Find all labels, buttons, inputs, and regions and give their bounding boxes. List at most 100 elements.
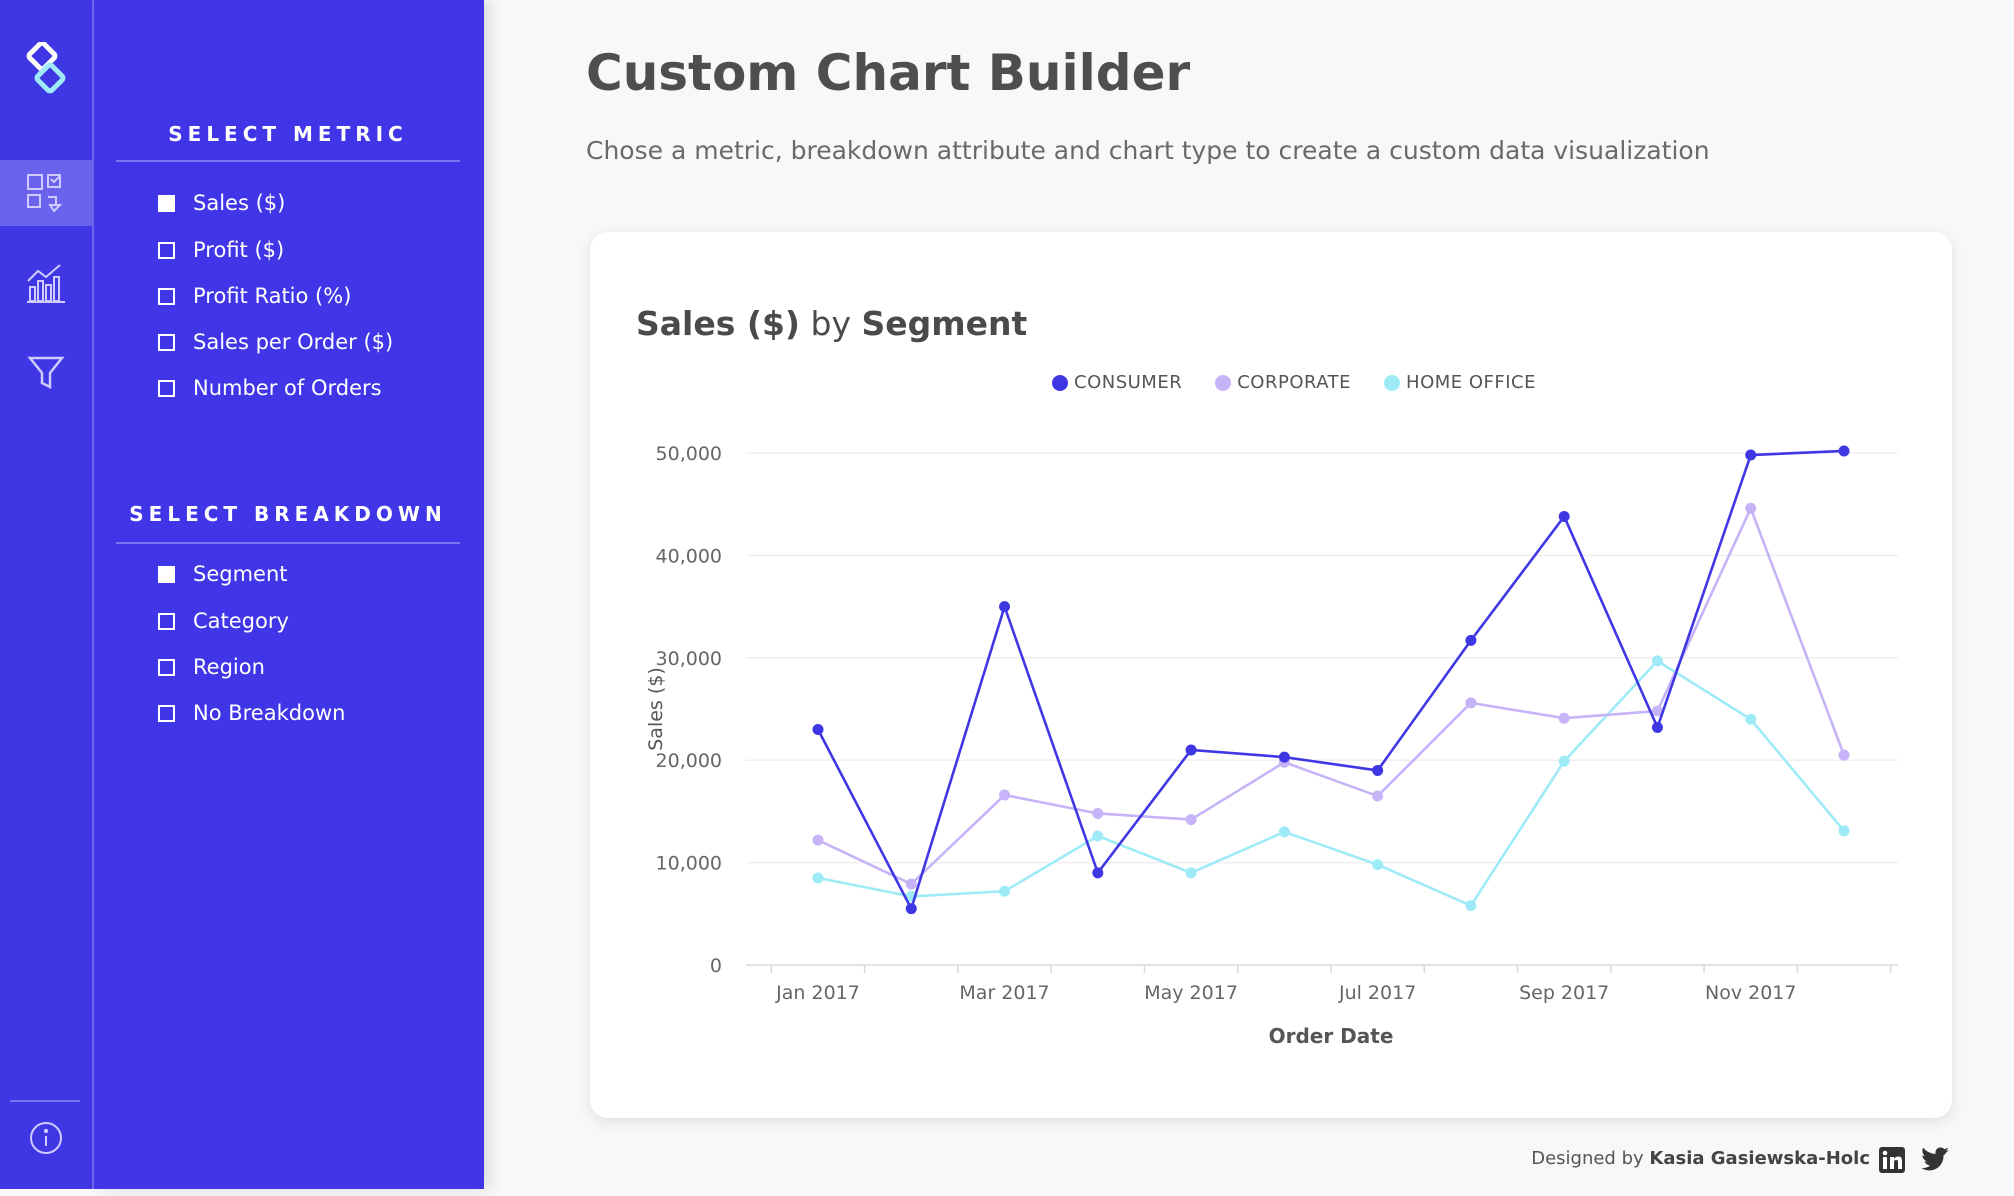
chart-legend: CONSUMER CORPORATE HOME OFFICE [1052,372,1569,393]
breakdown-section-divider [116,542,460,544]
checkbox[interactable] [158,565,175,583]
data-point [1465,900,1477,912]
legend-label: HOME OFFICE [1406,372,1536,393]
y-tick-label: 30,000 [656,648,722,670]
data-point [1838,825,1850,837]
breakdown-option-region[interactable]: Region [158,655,265,679]
data-point [1372,790,1384,802]
breakdown-option-no-breakdown[interactable]: No Breakdown [158,701,345,725]
chart-title-by: by [810,304,851,343]
metric-option-sales-per-order[interactable]: Sales per Order ($) [158,330,393,354]
series-line-corporate [817,504,1846,886]
chart-icon[interactable] [0,250,92,316]
data-point [812,834,824,846]
x-tick-label: Sep 2017 [1519,982,1609,1004]
data-point [1278,826,1290,838]
credit-author: Kasia Gasiewska-Holc [1649,1148,1870,1169]
x-tick-label: Jul 2017 [1338,982,1416,1004]
breakdown-option-segment[interactable]: Segment [158,562,288,586]
data-point [1651,705,1663,717]
checkbox[interactable] [158,194,175,212]
data-point [1745,713,1757,725]
data-point [999,789,1011,801]
twitter-icon[interactable] [1918,1146,1950,1174]
rail-divider [10,1100,80,1102]
option-label: No Breakdown [193,701,346,725]
chart-title: Sales ($) by Segment [636,304,1027,343]
breakdown-option-category[interactable]: Category [158,609,289,633]
data-point [1465,697,1477,709]
linkedin-icon[interactable] [1878,1146,1906,1174]
data-point [1092,867,1104,879]
checkbox[interactable] [158,704,175,722]
data-point [1185,744,1197,756]
chart-title-breakdown: Segment [861,304,1028,343]
y-tick-label: 10,000 [656,853,722,875]
data-point [1558,755,1570,767]
data-point [812,872,824,884]
data-point [1092,807,1104,819]
checkbox[interactable] [158,379,175,397]
legend-item-consumer[interactable]: CONSUMER [1052,372,1182,393]
metric-option-profit[interactable]: Profit ($) [158,238,284,262]
page-title: Custom Chart Builder [586,44,1191,102]
option-label: Profit ($) [193,238,285,262]
legend-dot [1215,374,1232,391]
option-label: Number of Orders [193,376,382,400]
legend-label: CONSUMER [1074,372,1183,393]
data-point [1185,814,1197,826]
designer-credit: Designed by Kasia Gasiewska-Holc [1531,1148,1870,1169]
option-label: Segment [193,562,288,586]
data-point [1558,712,1570,724]
info-icon[interactable] [0,1112,92,1164]
filter-icon[interactable] [0,340,92,406]
page-subtitle: Chose a metric, breakdown attribute and … [586,136,1710,165]
data-point [1185,867,1197,879]
data-point [1092,830,1104,842]
series-line-consumer [816,449,1845,913]
option-label: Sales ($) [193,191,286,215]
metric-option-number-of-orders[interactable]: Number of Orders [158,376,382,400]
x-tick-label: May 2017 [1144,982,1238,1004]
data-point [1278,751,1290,763]
chart-card: Sales ($) by Segment CONSUMER CORPORATE … [590,232,1952,1118]
data-point [1838,445,1850,457]
data-point [1838,749,1850,761]
data-point [999,601,1011,613]
y-tick-label: 0 [710,955,722,977]
credit-prefix: Designed by [1531,1148,1644,1169]
y-tick-label: 20,000 [656,750,722,772]
checkbox[interactable] [158,658,175,676]
options-panel: SELECT METRIC Sales ($) Profit ($) Profi… [94,0,484,1189]
data-point [1651,721,1663,733]
checkbox[interactable] [158,241,175,259]
data-point [812,723,824,735]
x-tick-label: Jan 2017 [775,982,860,1004]
x-tick-label: Mar 2017 [959,982,1049,1004]
data-point [905,878,917,890]
data-point [1372,859,1384,871]
data-point [1651,655,1663,667]
checkbox[interactable] [158,333,175,351]
builder-icon[interactable] [0,160,92,226]
checkbox[interactable] [158,287,175,305]
option-label: Profit Ratio (%) [193,284,352,308]
option-label: Category [193,609,289,633]
legend-dot [1052,374,1068,391]
chart-title-metric: Sales ($) [636,304,800,343]
checkbox[interactable] [158,612,175,630]
legend-item-home-office[interactable]: HOME OFFICE [1384,372,1536,393]
data-point [1558,510,1570,522]
legend-dot [1384,374,1401,391]
metric-section-title: SELECT METRIC [168,122,408,146]
metric-section-divider [116,160,460,162]
series-line-home-office [817,659,1845,908]
metric-option-profit-ratio[interactable]: Profit Ratio (%) [158,284,351,308]
icon-rail [0,0,92,1189]
legend-item-corporate[interactable]: CORPORATE [1215,372,1351,393]
option-label: Region [193,655,265,679]
y-tick-label: 40,000 [656,545,722,567]
x-axis-title: Order Date [1269,1024,1394,1048]
metric-option-sales[interactable]: Sales ($) [158,191,285,215]
legend-label: CORPORATE [1237,372,1352,393]
